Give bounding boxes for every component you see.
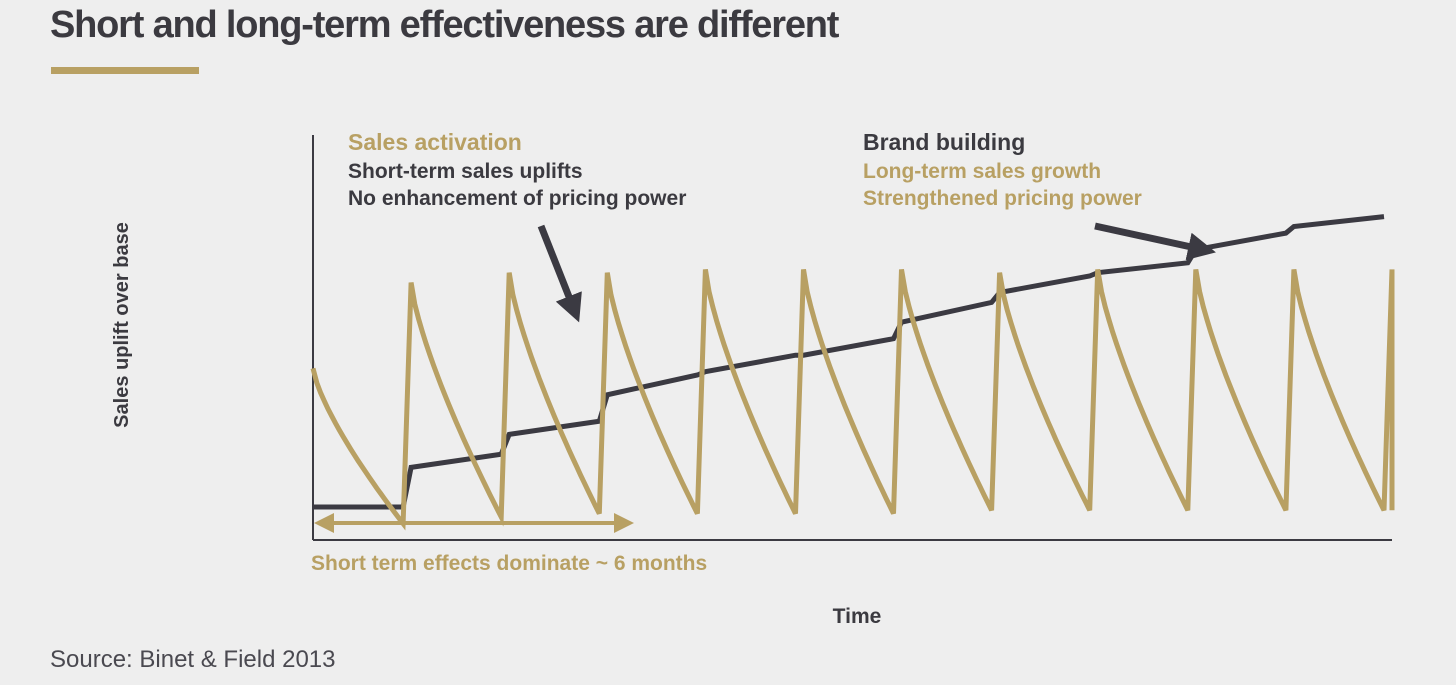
- title-underline: [51, 67, 199, 74]
- sales-activation-line: [310, 268, 1395, 531]
- effectiveness-chart: Sales uplift over base Time Sales activa…: [111, 129, 1395, 628]
- sales-activation-heading: Sales activation: [348, 129, 522, 155]
- sales-activation-line-2: No enhancement of pricing power: [348, 187, 686, 210]
- brand-building-line-1: Long-term sales growth: [863, 160, 1101, 183]
- series-layer: [310, 214, 1395, 531]
- y-axis-label: Sales uplift over base: [111, 222, 133, 428]
- page-title: Short and long-term effectiveness are di…: [50, 4, 839, 46]
- brand-building-line-2: Strengthened pricing power: [863, 187, 1142, 210]
- short-term-span-label: Short term effects dominate ~ 6 months: [311, 552, 707, 575]
- sales-activation-line-1: Short-term sales uplifts: [348, 160, 583, 183]
- brand-building-arrow: [1094, 222, 1216, 261]
- source-note: Source: Binet & Field 2013: [50, 646, 336, 673]
- x-axis-label: Time: [833, 605, 882, 628]
- sales-activation-arrow: [537, 224, 582, 323]
- brand-building-heading: Brand building: [863, 129, 1025, 155]
